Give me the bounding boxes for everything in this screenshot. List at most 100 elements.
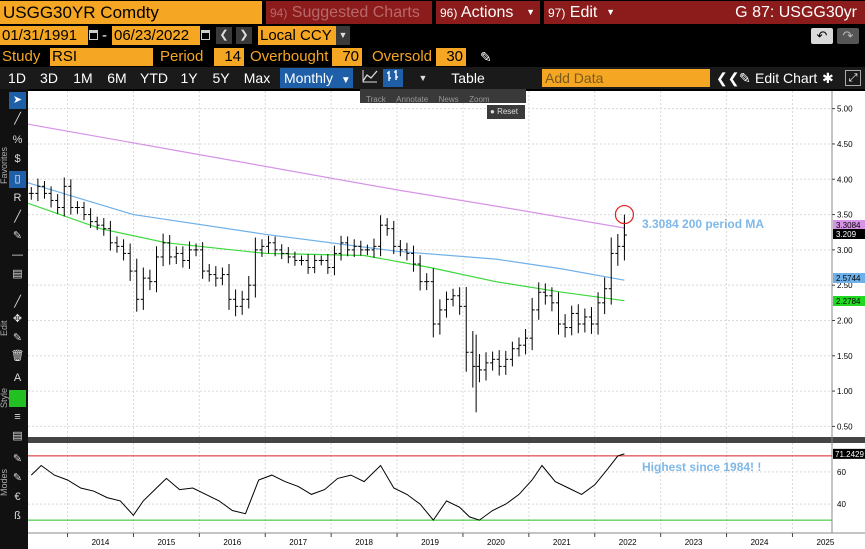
calendar-icon[interactable] bbox=[89, 30, 98, 40]
currency-select[interactable]: Local CCY bbox=[258, 26, 348, 45]
chevron-down-icon: ▼ bbox=[340, 75, 351, 86]
y-tick-label: 1.50 bbox=[837, 352, 853, 361]
period-3d[interactable]: 3D bbox=[40, 70, 58, 86]
chart-area[interactable]: 2014 2015 2016 2017 2018 2019 2020 2021 2022 2023… bbox=[28, 89, 865, 549]
percent-icon[interactable]: % bbox=[12, 134, 23, 146]
expand-icon[interactable]: ⤢ bbox=[845, 70, 861, 86]
ma-green-value-tag bbox=[833, 296, 865, 306]
collapse-icon[interactable]: ❮❮ bbox=[716, 70, 740, 86]
chevron-down-icon: ▼ bbox=[526, 7, 535, 17]
frequency-select[interactable]: Monthly ▼ bbox=[280, 68, 353, 88]
period-1m[interactable]: 1M bbox=[73, 70, 93, 86]
retracement-icon[interactable]: R bbox=[13, 192, 22, 204]
calendar-icon[interactable] bbox=[201, 30, 210, 40]
period-max[interactable]: Max bbox=[243, 70, 271, 86]
period-1d[interactable]: 1D bbox=[8, 70, 26, 86]
suggested-charts-menu[interactable]: 94) Suggested Charts bbox=[266, 1, 432, 24]
pointer-icon[interactable]: ➤ bbox=[9, 92, 26, 109]
settings-icon[interactable]: ✱ bbox=[822, 70, 834, 86]
end-date-input[interactable]: 06/23/2022 bbox=[112, 26, 200, 45]
modes-section-label: Modes bbox=[0, 468, 9, 496]
table-button[interactable]: Table bbox=[451, 70, 485, 86]
brush-icon[interactable]: ╱ bbox=[14, 296, 21, 308]
edit-menu[interactable]: 97) Edit ▼ bbox=[544, 1, 620, 24]
bar-chart-icon[interactable] bbox=[383, 69, 403, 87]
title-bar: USGG30YR Comdty 94) Suggested Charts 96)… bbox=[0, 0, 865, 25]
overbought-input[interactable]: 70 bbox=[332, 48, 362, 66]
period-ytd[interactable]: YTD bbox=[140, 70, 168, 86]
zoom-button[interactable]: Zoom bbox=[469, 95, 490, 104]
y-tick-label: 2.00 bbox=[837, 316, 853, 325]
period-input[interactable]: 14 bbox=[214, 48, 244, 66]
horizontal-line-icon[interactable]: — bbox=[12, 249, 23, 261]
rsi-tick-label: 60 bbox=[837, 468, 846, 477]
start-date-input[interactable]: 01/31/1991 bbox=[0, 26, 88, 45]
chevron-down-icon[interactable]: ▼ bbox=[336, 26, 350, 45]
chevron-down-icon[interactable]: ▼ bbox=[418, 73, 428, 83]
reset-button[interactable]: ● Reset bbox=[487, 105, 525, 119]
annotate-button[interactable]: Annotate bbox=[396, 95, 429, 104]
period-6m[interactable]: 6M bbox=[107, 70, 127, 86]
pen-icon[interactable]: ✎ bbox=[480, 49, 492, 65]
prev-range-button[interactable]: ❮ bbox=[216, 27, 232, 44]
move-icon[interactable]: ✥ bbox=[12, 313, 23, 325]
edit-tool-icon[interactable]: ✎ bbox=[12, 332, 23, 344]
period-5y[interactable]: 5Y bbox=[212, 70, 230, 86]
ma-200-value-tag bbox=[833, 220, 865, 230]
x-tick-label: 2017 bbox=[289, 538, 307, 547]
candlestick-icon[interactable]: ▯ bbox=[9, 171, 26, 188]
draw-mode-icon[interactable]: ✎ bbox=[12, 453, 23, 465]
x-tick-label: 2025 bbox=[817, 538, 835, 547]
currency-mode-icon[interactable]: € bbox=[14, 491, 21, 503]
news-button[interactable]: News bbox=[438, 95, 459, 104]
period-1y[interactable]: 1Y bbox=[180, 70, 198, 86]
window-title: G 87: USGG30yr bbox=[620, 1, 865, 24]
x-axis-area bbox=[28, 533, 865, 549]
suggested-charts-num: 94) bbox=[270, 6, 288, 20]
chevron-down-icon: ▼ bbox=[606, 7, 615, 17]
line-chart-icon[interactable] bbox=[360, 69, 380, 87]
pencil-icon[interactable]: ✎ bbox=[12, 230, 23, 242]
y-tick-label: 4.50 bbox=[837, 140, 853, 149]
study-bar: Study RSI Period 14 Overbought 70 Overso… bbox=[0, 47, 865, 67]
edit-section-label: Edit bbox=[0, 320, 9, 336]
redo-icon[interactable]: ↷ bbox=[837, 28, 859, 44]
add-data-input[interactable]: Add Data bbox=[542, 69, 710, 87]
line-style-icon[interactable]: ▤ bbox=[12, 430, 23, 442]
x-tick-label: 2014 bbox=[92, 538, 110, 547]
undo-icon[interactable]: ↶ bbox=[811, 28, 833, 44]
period-toolbar: 1D 3D 1M 6M YTD 1Y 5Y Max Monthly ▼ ▼ Ta… bbox=[0, 67, 865, 89]
brush-mode-icon[interactable]: ✎ bbox=[12, 472, 23, 484]
draw-line-icon[interactable]: ╱ bbox=[14, 113, 21, 125]
edit-chart-button[interactable]: Edit Chart bbox=[755, 70, 818, 86]
text-style-icon[interactable]: A bbox=[13, 372, 22, 384]
oversold-input[interactable]: 30 bbox=[436, 48, 466, 66]
track-button[interactable]: Track bbox=[366, 95, 386, 104]
next-range-button[interactable]: ❯ bbox=[236, 27, 252, 44]
x-tick-label: 2020 bbox=[487, 538, 505, 547]
ma-blue-line bbox=[28, 182, 625, 281]
x-tick-label: 2018 bbox=[355, 538, 373, 547]
ma-blue-value-tag-text: 2.5744 bbox=[836, 274, 861, 283]
channel-icon[interactable]: ▤ bbox=[12, 268, 23, 280]
rsi-tick-label: 40 bbox=[837, 500, 846, 509]
study-input[interactable]: RSI bbox=[50, 48, 153, 66]
suggested-charts-label: Suggested Charts bbox=[291, 4, 420, 21]
actions-num: 96) bbox=[440, 6, 458, 20]
bloomberg-icon[interactable]: ß bbox=[14, 510, 21, 522]
trash-icon[interactable]: 🗑 bbox=[10, 350, 25, 362]
highlight-circle bbox=[614, 204, 635, 225]
color-swatch-icon[interactable] bbox=[9, 390, 26, 407]
wrench-icon[interactable]: ✎ bbox=[739, 70, 751, 86]
x-tick-label: 2024 bbox=[751, 538, 769, 547]
ticker-field[interactable]: USGG30YR Comdty bbox=[0, 1, 262, 24]
overbought-label: Overbought bbox=[250, 48, 329, 65]
line-weight-icon[interactable]: ≡ bbox=[14, 411, 21, 423]
reset-label: Reset bbox=[497, 107, 518, 116]
edit-num: 97) bbox=[548, 6, 566, 20]
actions-menu[interactable]: 96) Actions ▼ bbox=[436, 1, 540, 24]
rsi-line bbox=[30, 453, 625, 521]
dollar-icon[interactable]: $ bbox=[14, 153, 21, 165]
trendline-icon[interactable]: ╱ bbox=[14, 211, 21, 223]
mini-toolbar: Track Annotate News Zoom bbox=[360, 89, 526, 104]
